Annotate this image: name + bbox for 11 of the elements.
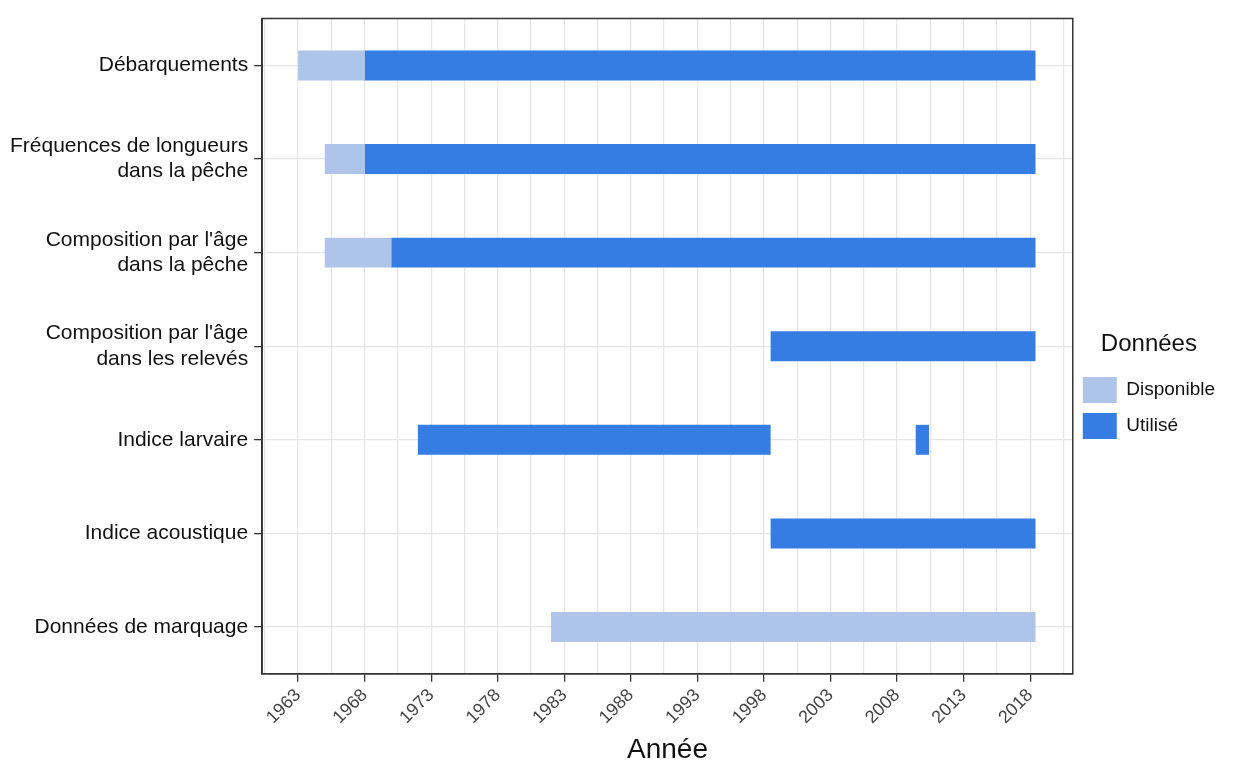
y-tick-label: Indice acoustique <box>84 520 249 544</box>
y-tick-label: Données de marquage <box>34 613 249 637</box>
y-tick-label: Indice larvaire <box>117 426 249 450</box>
y-tick-label: Fréquences de longueurs dans la pêche <box>9 133 249 182</box>
y-tick-label: Composition par l'âge dans les relevés <box>45 320 249 369</box>
y-tick-label: Débarquements <box>98 52 249 76</box>
x-axis-title: Année <box>626 732 708 764</box>
legend-title: Données <box>1100 328 1197 356</box>
legend-label: Disponible <box>1126 378 1216 400</box>
y-tick-label: Composition par l'âge dans la pêche <box>45 226 249 275</box>
legend-label: Utilisé <box>1126 414 1179 436</box>
